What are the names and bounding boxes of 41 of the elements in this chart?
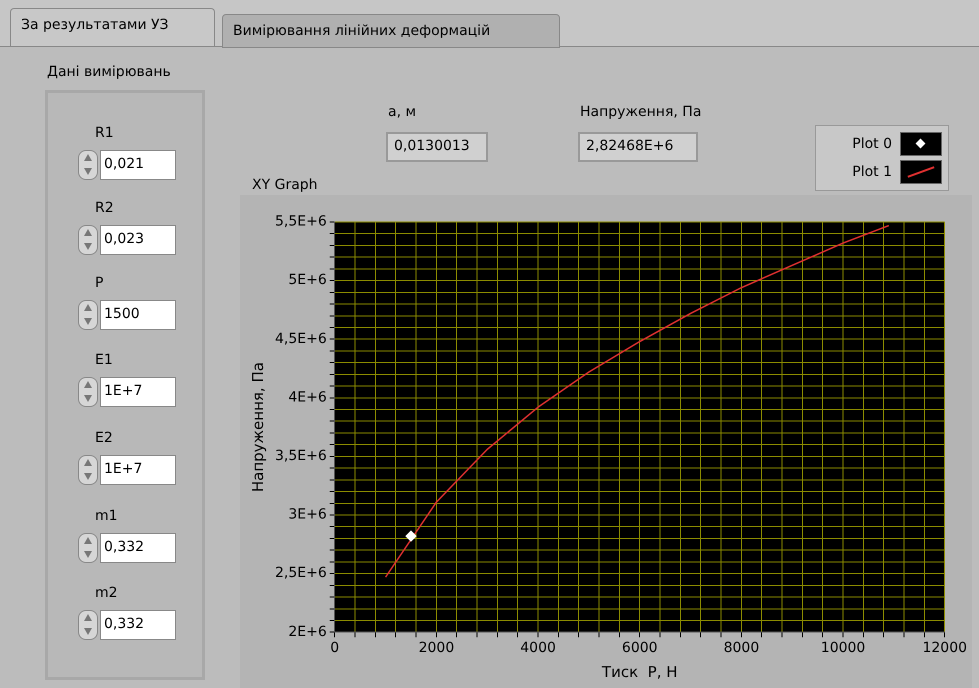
text: 0,332 xyxy=(100,610,176,640)
y-tick-label: 3E+6 xyxy=(288,506,327,523)
y-tick-label: 2,5E+6 xyxy=(275,565,327,582)
text: За результатами УЗ xyxy=(10,8,215,46)
x-tick-label: 6000 xyxy=(622,640,658,656)
y-tick-label: 3,5E+6 xyxy=(275,448,327,464)
text: P xyxy=(95,275,104,291)
legend-label: Plot 0 xyxy=(852,136,892,152)
text: E2 xyxy=(95,430,113,446)
text: Вимірювання лінійних деформацій xyxy=(222,14,560,48)
y-tick-label: 2E+6 xyxy=(288,624,327,640)
x-tick-label: 12000 xyxy=(922,640,968,656)
x-tick-label: 0 xyxy=(330,640,340,656)
text: m2 xyxy=(95,585,118,601)
text: 0,023 xyxy=(100,225,176,255)
text: 0,0130013 xyxy=(386,132,488,162)
text: 0,021 xyxy=(100,150,176,180)
text: E1 xyxy=(95,352,113,368)
y-axis-title: Напруження, Па xyxy=(248,362,267,492)
text: 1E+7 xyxy=(100,455,176,485)
y-tick-label: 4E+6 xyxy=(288,389,327,406)
x-tick-label: 2000 xyxy=(418,640,454,656)
legend-label: Plot 1 xyxy=(852,164,892,180)
y-tick-label: 5E+6 xyxy=(288,272,327,288)
chart-title: XY Graph xyxy=(252,177,318,193)
text: а, м xyxy=(388,104,416,120)
text: 0,332 xyxy=(100,533,176,563)
x-tick-label: 8000 xyxy=(724,640,760,656)
text: 1500 xyxy=(100,300,176,330)
text: 1E+7 xyxy=(100,377,176,407)
x-tick-label: 4000 xyxy=(520,640,556,656)
y-tick-label: 5,5E+6 xyxy=(275,214,327,230)
text: R2 xyxy=(95,200,114,216)
y-tick-label: 4,5E+6 xyxy=(275,330,327,347)
text: R1 xyxy=(95,125,114,141)
text: Дані вимірювань xyxy=(47,64,171,80)
text: m1 xyxy=(95,508,118,524)
x-axis-title: Тиск P, Н xyxy=(600,662,678,681)
x-tick-label: 10000 xyxy=(820,640,866,656)
text: 2,82468E+6 xyxy=(578,132,698,162)
text: Напруження, Па xyxy=(580,104,702,120)
